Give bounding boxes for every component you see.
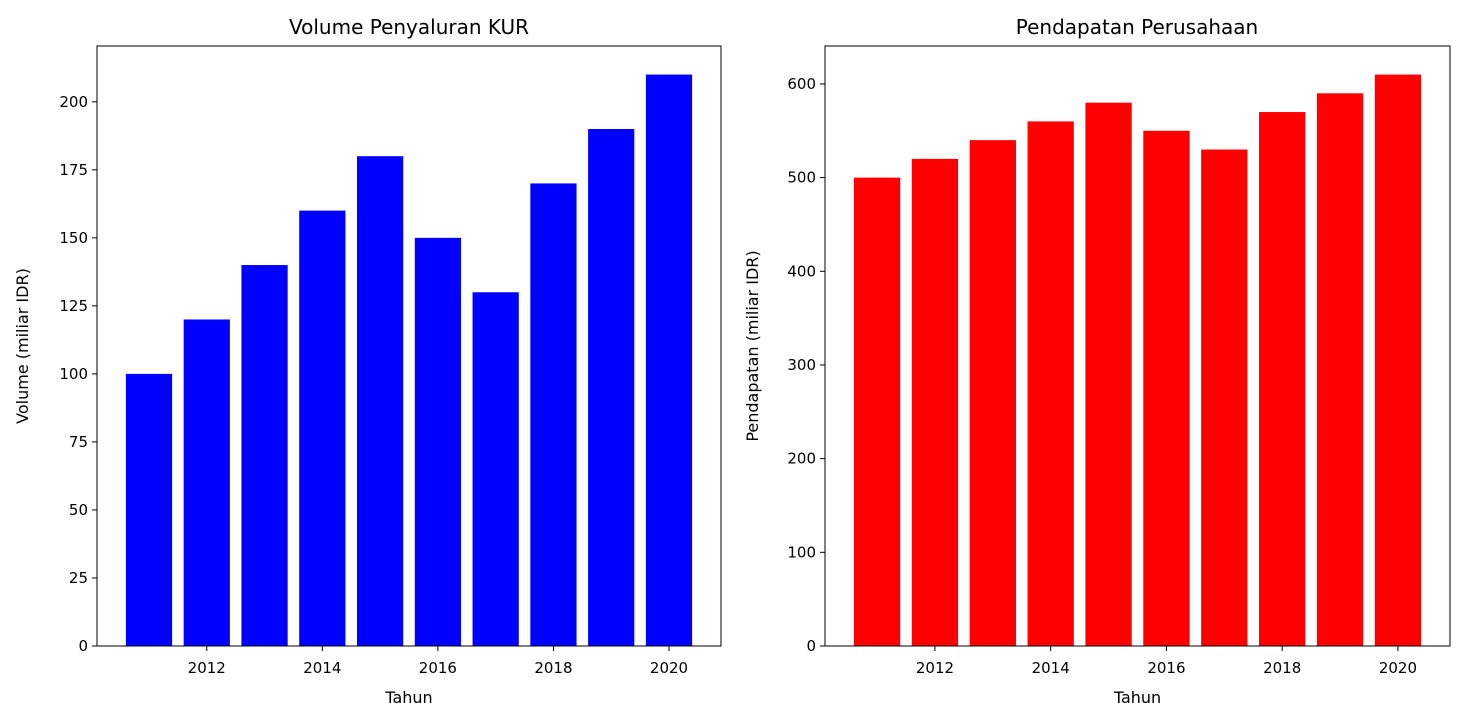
x-tick-label: 2014 [303,659,341,677]
bar-2013 [241,265,288,646]
bar-2014 [299,210,346,646]
x-axis-label: Tahun [1113,688,1161,703]
y-tick-label: 100 [59,365,88,383]
y-tick-label: 25 [69,569,88,587]
plot-frame [824,45,1451,647]
bar-2019 [588,128,635,647]
x-axis-label: Tahun [384,688,432,703]
x-tick-label: 2016 [419,659,457,677]
bar-2015 [357,156,404,646]
y-tick-label: 150 [59,229,88,247]
y-tick-label: 300 [787,356,816,374]
x-tick-label: 2018 [534,659,572,677]
y-tick-label: 400 [787,262,816,280]
bar-2016 [1143,130,1190,646]
y-tick-label: 75 [69,433,88,451]
x-tick-label: 2016 [1147,659,1185,677]
bar-2018 [1259,112,1306,646]
y-tick-label: 200 [787,450,816,468]
bar-2011 [853,177,901,647]
bar-2018 [530,183,577,646]
bars [853,74,1422,647]
bar-2020 [1374,74,1422,647]
chart-volume-penyaluran-kur: Volume Penyaluran KUR 0 25 50 75 100 125 150 17… [13,15,722,703]
x-axis-ticks: 2012 2014 2016 2018 2020 [916,646,1417,677]
y-tick-label: 0 [78,637,88,655]
bar-2020 [645,74,693,647]
y-tick-label: 200 [59,93,88,111]
bar-2017 [1201,149,1248,646]
x-tick-label: 2012 [916,659,954,677]
chart-title: Volume Penyaluran KUR [289,15,529,39]
bar-2013 [969,140,1016,646]
bar-2019 [1316,93,1364,647]
y-tick-label: 50 [69,501,88,519]
y-axis-label: Volume (miliar IDR) [13,268,32,424]
y-tick-label: 125 [59,297,88,315]
x-tick-label: 2020 [650,659,688,677]
bar-2016 [414,237,461,646]
y-tick-label: 100 [787,543,816,561]
y-tick-label: 600 [787,75,816,93]
x-tick-label: 2018 [1263,659,1301,677]
y-tick-label: 500 [787,169,816,187]
plot-frame [96,45,722,647]
x-tick-label: 2012 [188,659,226,677]
bar-2012 [183,319,230,646]
bar-2012 [911,158,959,647]
bar-2017 [472,292,519,646]
chart-pendapatan-perusahaan: Pendapatan Perusahaan 0 100 200 300 400 500 60… [743,15,1451,703]
y-axis-ticks: 0 100 200 300 400 500 600 [787,75,825,655]
x-axis-ticks: 2012 2014 2016 2018 2020 [188,646,688,677]
x-tick-label: 2020 [1379,659,1417,677]
bar-2015 [1085,102,1132,646]
y-tick-label: 0 [806,637,816,655]
x-tick-label: 2014 [1032,659,1070,677]
bars [125,74,693,647]
bar-2011 [125,373,173,646]
y-axis-label: Pendapatan (miliar IDR) [743,250,762,441]
y-tick-label: 175 [59,161,88,179]
chart-title: Pendapatan Perusahaan [1016,15,1258,39]
bar-2014 [1027,121,1074,646]
y-axis-ticks: 0 25 50 75 100 125 150 175 200 [59,93,97,655]
